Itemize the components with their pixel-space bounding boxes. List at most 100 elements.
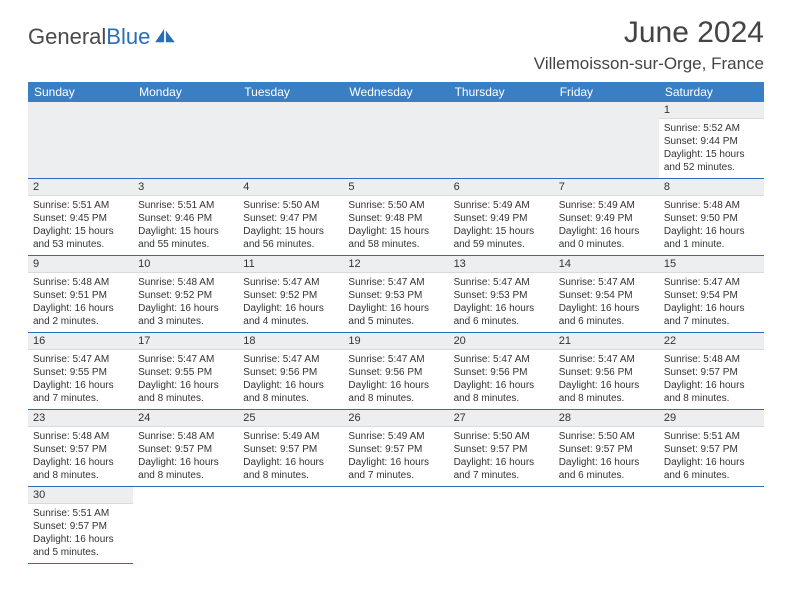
sunrise-line: Sunrise: 5:48 AM: [664, 353, 759, 366]
sunrise-line: Sunrise: 5:47 AM: [559, 276, 654, 289]
day-body: Sunrise: 5:49 AMSunset: 9:57 PMDaylight:…: [343, 427, 448, 486]
daylight-line: Daylight: 16 hours and 6 minutes.: [559, 302, 654, 328]
sunset-line: Sunset: 9:55 PM: [138, 366, 233, 379]
header: GeneralBlue June 2024 Villemoisson-sur-O…: [28, 16, 764, 76]
sunrise-line: Sunrise: 5:50 AM: [348, 199, 443, 212]
day-number: 3: [133, 179, 238, 196]
daylight-line: Daylight: 15 hours and 58 minutes.: [348, 225, 443, 251]
sunset-line: Sunset: 9:56 PM: [348, 366, 443, 379]
empty-cell: [133, 102, 238, 179]
sunrise-line: Sunrise: 5:48 AM: [138, 430, 233, 443]
day-number: 25: [238, 410, 343, 427]
sunset-line: Sunset: 9:44 PM: [664, 135, 759, 148]
day-body: Sunrise: 5:48 AMSunset: 9:50 PMDaylight:…: [659, 196, 764, 255]
day-cell: 11Sunrise: 5:47 AMSunset: 9:52 PMDayligh…: [238, 256, 343, 333]
day-body: Sunrise: 5:50 AMSunset: 9:57 PMDaylight:…: [449, 427, 554, 486]
day-cell: 14Sunrise: 5:47 AMSunset: 9:54 PMDayligh…: [554, 256, 659, 333]
day-number: 26: [343, 410, 448, 427]
weekday-header: Saturday: [659, 82, 764, 102]
sunset-line: Sunset: 9:51 PM: [33, 289, 128, 302]
day-number: 14: [554, 256, 659, 273]
sunrise-line: Sunrise: 5:48 AM: [33, 430, 128, 443]
daylight-line: Daylight: 15 hours and 55 minutes.: [138, 225, 233, 251]
day-cell: 20Sunrise: 5:47 AMSunset: 9:56 PMDayligh…: [449, 333, 554, 410]
daylight-line: Daylight: 16 hours and 5 minutes.: [33, 533, 128, 559]
sunrise-line: Sunrise: 5:51 AM: [33, 199, 128, 212]
daylight-line: Daylight: 16 hours and 8 minutes.: [243, 456, 338, 482]
sunset-line: Sunset: 9:47 PM: [243, 212, 338, 225]
empty-cell: [238, 102, 343, 179]
sunset-line: Sunset: 9:57 PM: [559, 443, 654, 456]
day-cell: 19Sunrise: 5:47 AMSunset: 9:56 PMDayligh…: [343, 333, 448, 410]
sunrise-line: Sunrise: 5:47 AM: [243, 353, 338, 366]
sunrise-line: Sunrise: 5:48 AM: [138, 276, 233, 289]
day-number: 10: [133, 256, 238, 273]
day-number: 29: [659, 410, 764, 427]
day-cell: 21Sunrise: 5:47 AMSunset: 9:56 PMDayligh…: [554, 333, 659, 410]
day-body: Sunrise: 5:47 AMSunset: 9:53 PMDaylight:…: [449, 273, 554, 332]
day-cell: 25Sunrise: 5:49 AMSunset: 9:57 PMDayligh…: [238, 410, 343, 487]
weekday-header-row: SundayMondayTuesdayWednesdayThursdayFrid…: [28, 82, 764, 102]
empty-cell: [343, 102, 448, 179]
sunset-line: Sunset: 9:57 PM: [138, 443, 233, 456]
day-body: Sunrise: 5:50 AMSunset: 9:48 PMDaylight:…: [343, 196, 448, 255]
week-row: 2Sunrise: 5:51 AMSunset: 9:45 PMDaylight…: [28, 179, 764, 256]
day-number: 12: [343, 256, 448, 273]
day-cell: 9Sunrise: 5:48 AMSunset: 9:51 PMDaylight…: [28, 256, 133, 333]
sunrise-line: Sunrise: 5:47 AM: [559, 353, 654, 366]
sunrise-line: Sunrise: 5:50 AM: [243, 199, 338, 212]
sunset-line: Sunset: 9:54 PM: [664, 289, 759, 302]
daylight-line: Daylight: 16 hours and 3 minutes.: [138, 302, 233, 328]
day-body: Sunrise: 5:51 AMSunset: 9:57 PMDaylight:…: [659, 427, 764, 486]
day-cell: 1Sunrise: 5:52 AMSunset: 9:44 PMDaylight…: [659, 102, 764, 179]
day-cell: 7Sunrise: 5:49 AMSunset: 9:49 PMDaylight…: [554, 179, 659, 256]
empty-cell: [343, 487, 448, 564]
sunrise-line: Sunrise: 5:50 AM: [559, 430, 654, 443]
daylight-line: Daylight: 16 hours and 7 minutes.: [33, 379, 128, 405]
weekday-header: Sunday: [28, 82, 133, 102]
daylight-line: Daylight: 16 hours and 7 minutes.: [454, 456, 549, 482]
sunrise-line: Sunrise: 5:51 AM: [664, 430, 759, 443]
sunrise-line: Sunrise: 5:47 AM: [33, 353, 128, 366]
day-body: Sunrise: 5:47 AMSunset: 9:56 PMDaylight:…: [449, 350, 554, 409]
daylight-line: Daylight: 16 hours and 8 minutes.: [138, 456, 233, 482]
sunrise-line: Sunrise: 5:47 AM: [454, 276, 549, 289]
day-cell: 18Sunrise: 5:47 AMSunset: 9:56 PMDayligh…: [238, 333, 343, 410]
day-number: 18: [238, 333, 343, 350]
daylight-line: Daylight: 16 hours and 5 minutes.: [348, 302, 443, 328]
sunrise-line: Sunrise: 5:48 AM: [33, 276, 128, 289]
day-body: Sunrise: 5:47 AMSunset: 9:53 PMDaylight:…: [343, 273, 448, 332]
week-row: 30Sunrise: 5:51 AMSunset: 9:57 PMDayligh…: [28, 487, 764, 564]
day-body: Sunrise: 5:47 AMSunset: 9:56 PMDaylight:…: [238, 350, 343, 409]
empty-cell: [554, 102, 659, 179]
day-cell: 3Sunrise: 5:51 AMSunset: 9:46 PMDaylight…: [133, 179, 238, 256]
sunset-line: Sunset: 9:49 PM: [559, 212, 654, 225]
day-number: 5: [343, 179, 448, 196]
day-number: 11: [238, 256, 343, 273]
day-body: Sunrise: 5:47 AMSunset: 9:52 PMDaylight:…: [238, 273, 343, 332]
sunrise-line: Sunrise: 5:47 AM: [243, 276, 338, 289]
day-number: 22: [659, 333, 764, 350]
day-body: Sunrise: 5:50 AMSunset: 9:47 PMDaylight:…: [238, 196, 343, 255]
sunrise-line: Sunrise: 5:47 AM: [348, 276, 443, 289]
sunset-line: Sunset: 9:57 PM: [348, 443, 443, 456]
sunrise-line: Sunrise: 5:51 AM: [138, 199, 233, 212]
day-cell: 8Sunrise: 5:48 AMSunset: 9:50 PMDaylight…: [659, 179, 764, 256]
month-title: June 2024: [534, 16, 764, 50]
day-body: Sunrise: 5:47 AMSunset: 9:55 PMDaylight:…: [28, 350, 133, 409]
day-number: 24: [133, 410, 238, 427]
day-number: 20: [449, 333, 554, 350]
day-cell: 30Sunrise: 5:51 AMSunset: 9:57 PMDayligh…: [28, 487, 133, 564]
sunset-line: Sunset: 9:52 PM: [138, 289, 233, 302]
title-block: June 2024 Villemoisson-sur-Orge, France: [534, 16, 764, 76]
daylight-line: Daylight: 15 hours and 56 minutes.: [243, 225, 338, 251]
sunrise-line: Sunrise: 5:47 AM: [454, 353, 549, 366]
day-body: Sunrise: 5:49 AMSunset: 9:49 PMDaylight:…: [554, 196, 659, 255]
day-cell: 15Sunrise: 5:47 AMSunset: 9:54 PMDayligh…: [659, 256, 764, 333]
day-cell: 12Sunrise: 5:47 AMSunset: 9:53 PMDayligh…: [343, 256, 448, 333]
daylight-line: Daylight: 15 hours and 53 minutes.: [33, 225, 128, 251]
day-body: Sunrise: 5:48 AMSunset: 9:51 PMDaylight:…: [28, 273, 133, 332]
daylight-line: Daylight: 16 hours and 8 minutes.: [33, 456, 128, 482]
empty-cell: [133, 487, 238, 564]
sunrise-line: Sunrise: 5:47 AM: [138, 353, 233, 366]
